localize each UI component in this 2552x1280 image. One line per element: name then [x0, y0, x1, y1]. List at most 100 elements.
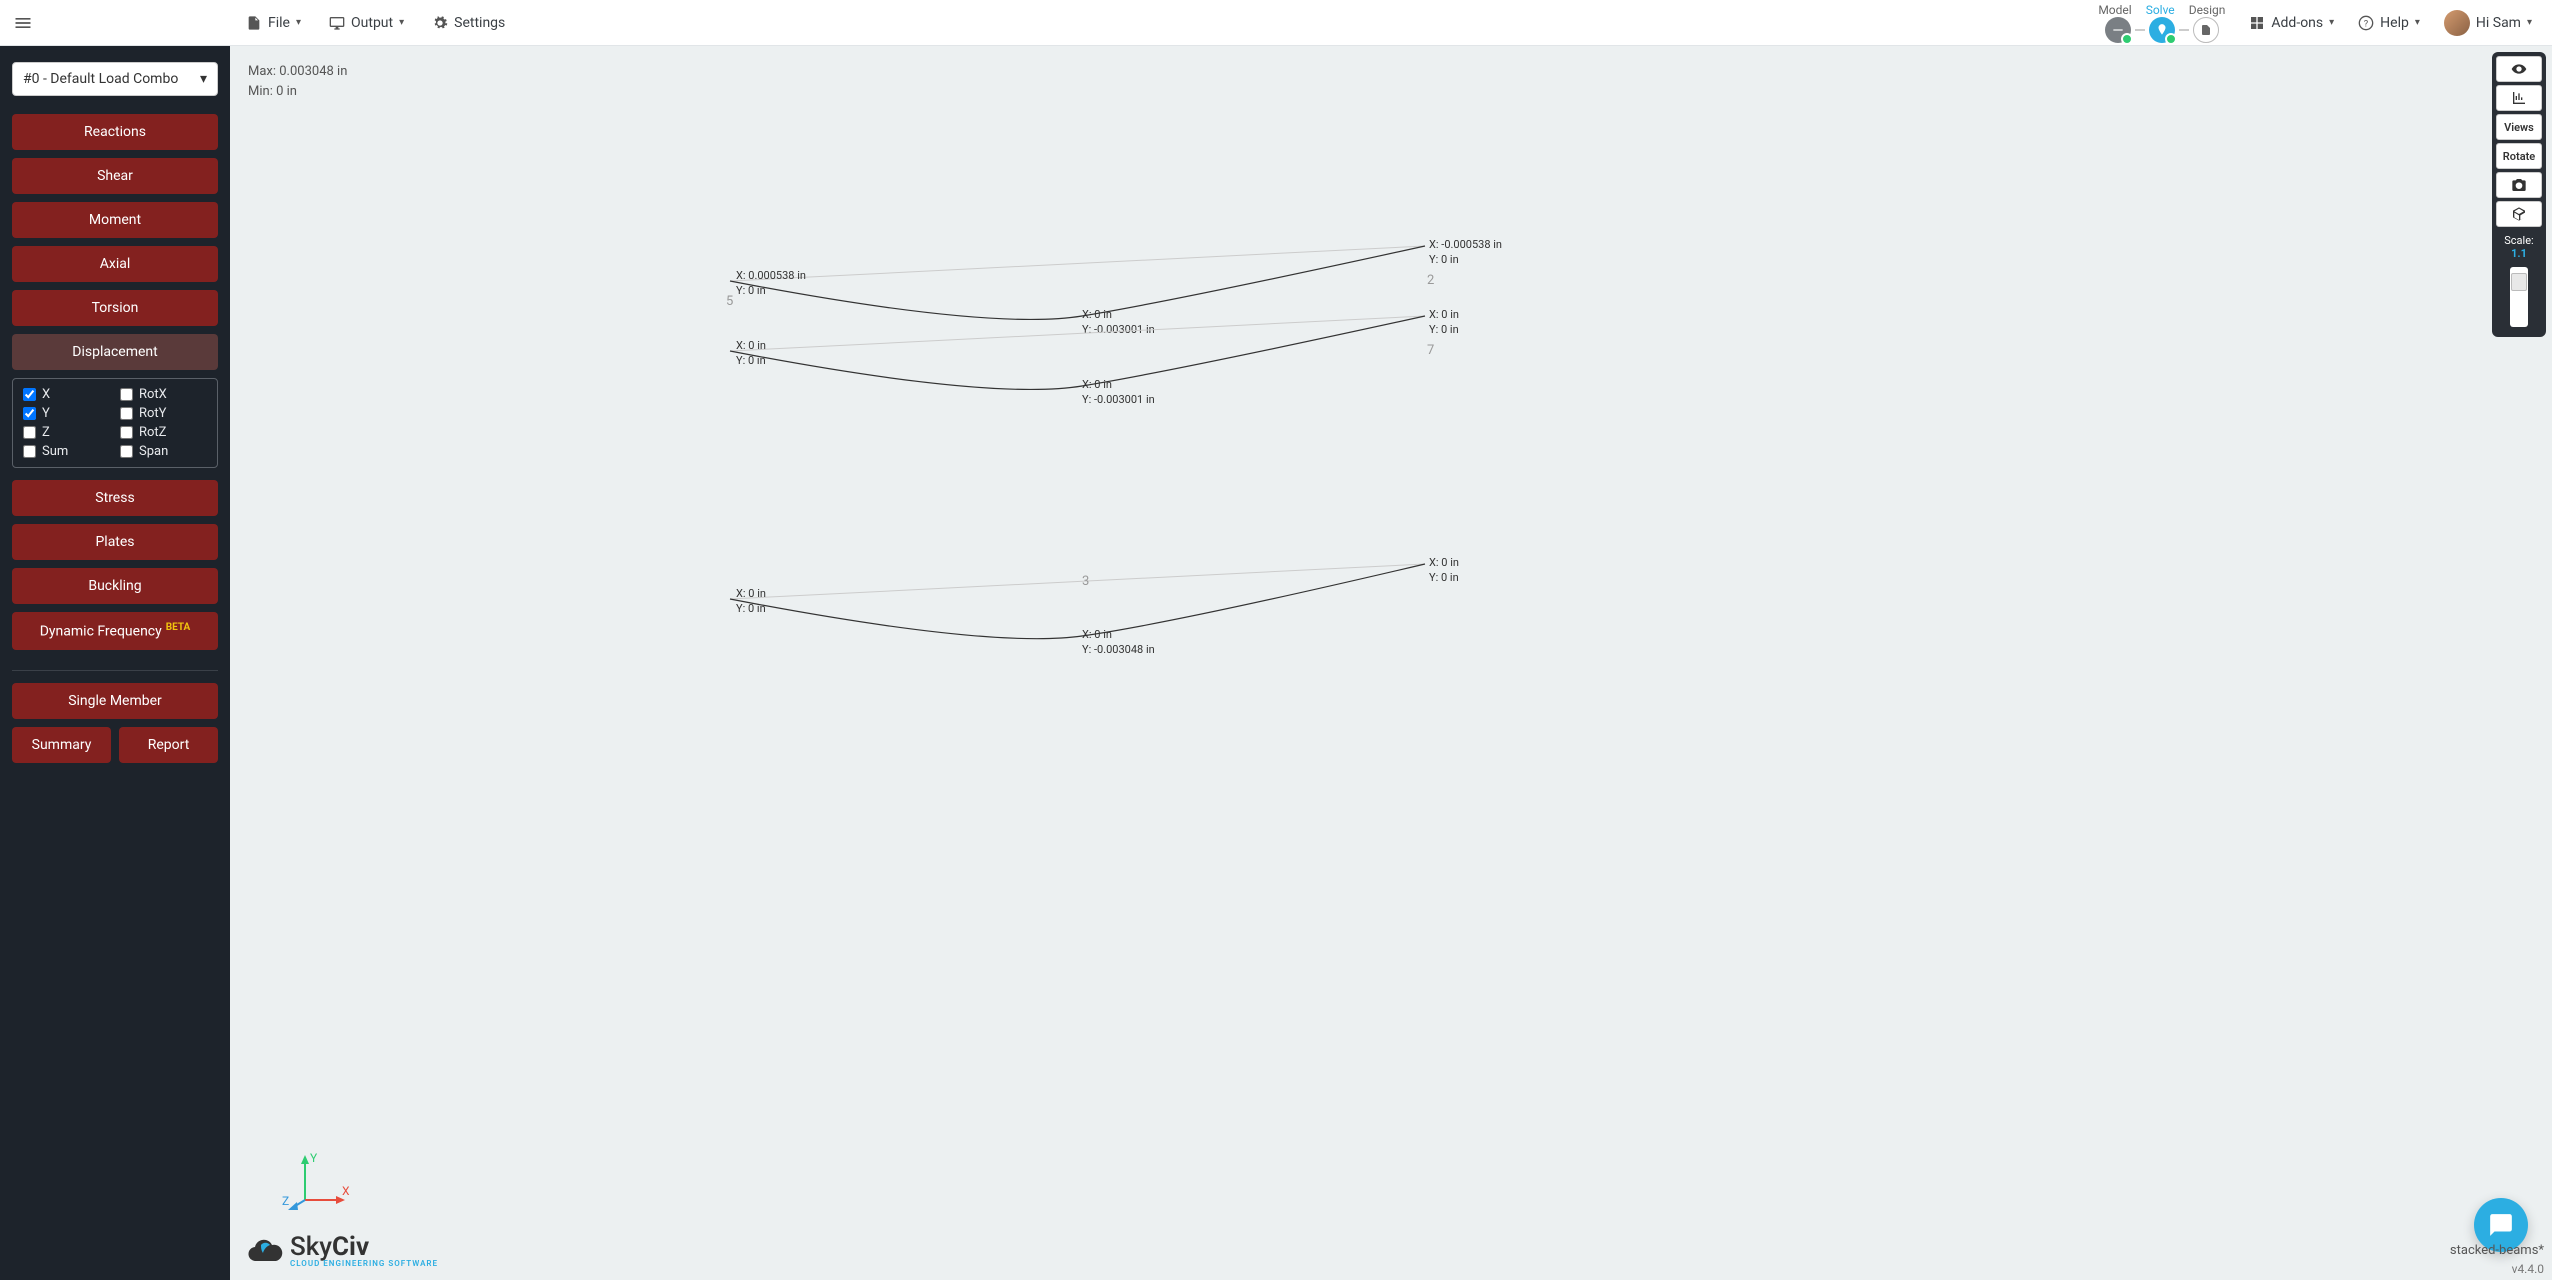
disp-sum-checkbox[interactable]: Sum	[23, 444, 110, 459]
disp-z-checkbox[interactable]: Z	[23, 425, 110, 440]
step-design-label[interactable]: Design	[2189, 3, 2226, 17]
svg-text:Y: 0 in: Y: 0 in	[736, 284, 766, 297]
svg-text:X: X	[342, 1184, 350, 1198]
svg-text:Y: 0 in: Y: 0 in	[1429, 323, 1459, 336]
svg-text:Y: 0 in: Y: 0 in	[1429, 253, 1459, 266]
chevron-down-icon: ▾	[2415, 17, 2420, 28]
disp-rotx-checkbox[interactable]: RotX	[120, 387, 207, 402]
version-label: v4.4.0	[2512, 1262, 2544, 1276]
chevron-down-icon: ▾	[2329, 17, 2334, 28]
camera-icon	[2511, 177, 2527, 193]
svg-text:X: 0 in: X: 0 in	[1429, 308, 1459, 321]
plates-button[interactable]: Plates	[12, 524, 218, 560]
dynamic-frequency-button[interactable]: Dynamic FrequencyBETA	[12, 612, 218, 650]
addons-menu[interactable]: Add-ons ▾	[2249, 15, 2334, 31]
svg-text:3: 3	[1082, 574, 1089, 589]
sidebar: #0 - Default Load Combo ▾ Reactions Shea…	[0, 46, 230, 1280]
torsion-button[interactable]: Torsion	[12, 290, 218, 326]
shear-button[interactable]: Shear	[12, 158, 218, 194]
visibility-button[interactable]	[2496, 56, 2542, 82]
svg-text:X: 0 in: X: 0 in	[1429, 556, 1459, 569]
svg-text:?: ?	[2364, 18, 2369, 29]
svg-text:Y: 0 in: Y: 0 in	[1429, 571, 1459, 584]
disp-rotz-checkbox[interactable]: RotZ	[120, 425, 207, 440]
grid-icon	[2249, 15, 2265, 31]
rotate-button[interactable]: Rotate	[2496, 143, 2542, 169]
avatar	[2444, 10, 2470, 36]
filename-label: stacked-beams*	[2450, 1243, 2544, 1258]
step-design-icon[interactable]	[2193, 17, 2219, 43]
displacement-options: X RotX Y RotY Z RotZ Sum Span	[12, 378, 218, 468]
reactions-button[interactable]: Reactions	[12, 114, 218, 150]
output-label: Output	[351, 15, 393, 31]
help-menu[interactable]: ? Help ▾	[2358, 15, 2420, 31]
disp-y-checkbox[interactable]: Y	[23, 406, 110, 421]
svg-text:X: 0 in: X: 0 in	[736, 587, 766, 600]
disp-x-checkbox[interactable]: X	[23, 387, 110, 402]
step-model-icon[interactable]	[2105, 17, 2131, 43]
cube-button[interactable]	[2496, 201, 2542, 227]
scale-slider[interactable]	[2510, 267, 2528, 327]
svg-text:Y: -0.003001 in: Y: -0.003001 in	[1082, 393, 1155, 406]
screenshot-button[interactable]	[2496, 172, 2542, 198]
displacement-plot: X: 0.000538 in Y: 0 in X: -0.000538 in Y: 0…	[230, 46, 2552, 1280]
step-solve-icon[interactable]	[2149, 17, 2175, 43]
topbar-right: Model Solve Design Add-ons ▾ ? Help ▾	[2098, 3, 2552, 43]
disp-span-checkbox[interactable]: Span	[120, 444, 207, 459]
step-model-label[interactable]: Model	[2098, 3, 2131, 17]
load-combo-value: #0 - Default Load Combo	[23, 71, 178, 87]
axial-button[interactable]: Axial	[12, 246, 218, 282]
svg-text:2: 2	[1427, 273, 1434, 288]
hamburger-menu[interactable]	[3, 3, 43, 43]
view-toolbar: Views Rotate Scale: 1.1	[2492, 52, 2546, 337]
svg-text:X: 0.000538 in: X: 0.000538 in	[736, 269, 806, 282]
workflow-steps: Model Solve Design	[2098, 3, 2225, 43]
axis-gizmo: Y X Z	[280, 1150, 350, 1220]
topbar: File ▾ Output ▾ Settings Model Solve Des…	[0, 0, 2552, 46]
report-button[interactable]: Report	[119, 727, 218, 763]
chevron-down-icon: ▾	[2527, 17, 2532, 28]
summary-button[interactable]: Summary	[12, 727, 111, 763]
svg-text:Y: -0.003001 in: Y: -0.003001 in	[1082, 323, 1155, 336]
canvas-area[interactable]: Max: 0.003048 in Min: 0 in X: 0.000538 i…	[230, 46, 2552, 1280]
file-menu[interactable]: File ▾	[246, 15, 301, 31]
disp-roty-checkbox[interactable]: RotY	[120, 406, 207, 421]
views-button[interactable]: Views	[2496, 114, 2542, 140]
gear-icon	[432, 15, 448, 31]
help-icon: ?	[2358, 15, 2374, 31]
topbar-left: File ▾ Output ▾ Settings	[246, 15, 505, 31]
svg-text:Y: Y	[310, 1151, 318, 1165]
displacement-button[interactable]: Displacement	[12, 334, 218, 370]
brand-logo: SkyCiv CLOUD ENGINEERING SOFTWARE	[242, 1234, 438, 1268]
stress-button[interactable]: Stress	[12, 480, 218, 516]
chart-button[interactable]	[2496, 85, 2542, 111]
load-combo-select[interactable]: #0 - Default Load Combo ▾	[12, 62, 218, 96]
eye-icon	[2511, 61, 2527, 77]
user-menu[interactable]: Hi Sam ▾	[2444, 10, 2532, 36]
svg-text:X: 0 in: X: 0 in	[1082, 378, 1112, 391]
addons-label: Add-ons	[2271, 15, 2323, 31]
step-solve-label[interactable]: Solve	[2146, 3, 2175, 17]
settings-label: Settings	[454, 15, 505, 31]
output-menu[interactable]: Output ▾	[329, 15, 404, 31]
greeting-label: Hi Sam	[2476, 15, 2521, 31]
file-label: File	[268, 15, 290, 31]
moment-button[interactable]: Moment	[12, 202, 218, 238]
buckling-button[interactable]: Buckling	[12, 568, 218, 604]
monitor-icon	[329, 15, 345, 31]
cloud-icon	[242, 1235, 284, 1267]
svg-text:X: -0.000538 in: X: -0.000538 in	[1429, 238, 1502, 251]
svg-text:Z: Z	[282, 1194, 289, 1208]
divider	[12, 670, 218, 671]
svg-text:5: 5	[726, 294, 733, 309]
svg-text:X: 0 in: X: 0 in	[1082, 308, 1112, 321]
chevron-down-icon: ▾	[200, 71, 207, 87]
svg-text:X: 0 in: X: 0 in	[736, 339, 766, 352]
svg-text:X: 0 in: X: 0 in	[1082, 628, 1112, 641]
svg-text:Y: 0 in: Y: 0 in	[736, 602, 766, 615]
cube-icon	[2511, 206, 2527, 222]
chart-icon	[2511, 90, 2527, 106]
single-member-button[interactable]: Single Member	[12, 683, 218, 719]
settings-menu[interactable]: Settings	[432, 15, 505, 31]
chevron-down-icon: ▾	[399, 17, 404, 28]
